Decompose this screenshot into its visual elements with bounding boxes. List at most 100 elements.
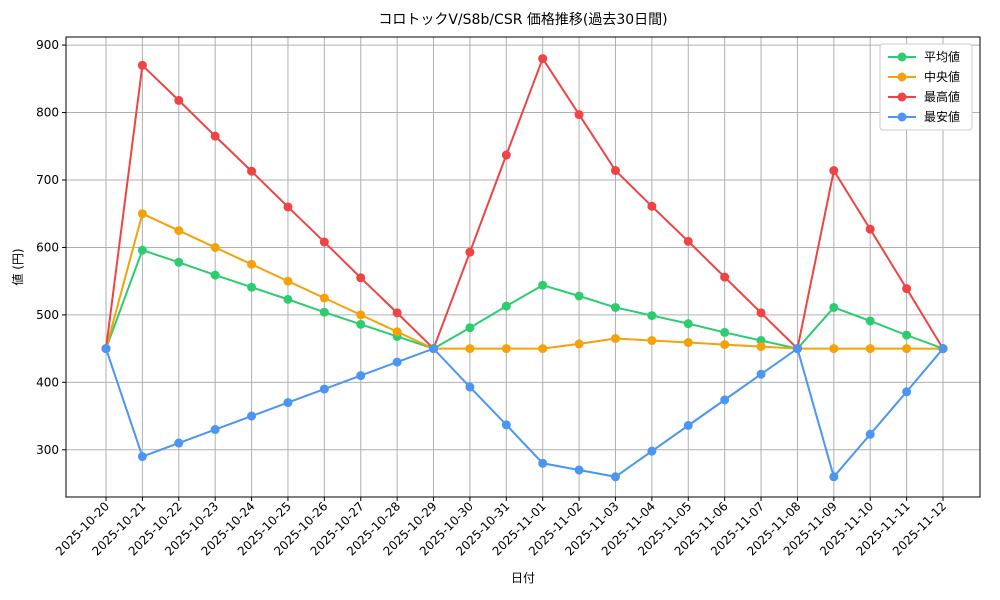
point	[137, 60, 147, 70]
point	[356, 273, 366, 283]
y-tick-label: 300	[36, 443, 59, 457]
point	[647, 201, 657, 211]
legend-label: 中央値	[924, 69, 960, 84]
point	[610, 472, 620, 482]
point	[319, 237, 329, 247]
point	[501, 420, 511, 430]
y-tick-label: 900	[36, 38, 59, 52]
point	[137, 245, 147, 255]
legend-label: 平均値	[924, 49, 960, 64]
point	[283, 398, 293, 408]
legend-label: 最高値	[924, 89, 960, 104]
point	[174, 226, 184, 236]
point	[683, 236, 693, 246]
legend-marker	[897, 92, 907, 102]
point	[501, 150, 511, 160]
point	[137, 209, 147, 219]
point	[756, 342, 766, 352]
point	[902, 330, 912, 340]
point	[210, 425, 220, 435]
point	[137, 452, 147, 462]
point	[574, 339, 584, 349]
point	[174, 95, 184, 105]
line	[105, 346, 944, 479]
point	[756, 308, 766, 318]
point	[319, 293, 329, 303]
y-tick-label: 700	[36, 173, 59, 187]
legend-box	[879, 43, 973, 131]
point	[720, 272, 730, 282]
point	[610, 333, 620, 343]
point	[247, 166, 257, 176]
point	[720, 340, 730, 350]
point	[792, 344, 802, 354]
point	[902, 284, 912, 294]
point	[902, 344, 912, 354]
point	[356, 319, 366, 329]
point	[865, 316, 875, 326]
point	[829, 344, 839, 354]
plot-frame	[65, 36, 981, 498]
point	[356, 310, 366, 320]
point	[720, 395, 730, 405]
x-axis-label: 日付	[511, 571, 535, 585]
y-tick-label: 600	[36, 240, 59, 254]
point	[647, 446, 657, 456]
point	[174, 257, 184, 267]
point	[683, 319, 693, 329]
point	[283, 294, 293, 304]
point	[356, 371, 366, 381]
point	[538, 458, 548, 468]
chart-title: コロトックV/S8b/CSR 価格推移(過去30日間)	[378, 12, 667, 28]
point	[319, 307, 329, 317]
point	[610, 166, 620, 176]
legend-marker	[897, 112, 907, 122]
point	[465, 344, 475, 354]
y-tick-label: 500	[36, 308, 59, 322]
point	[756, 369, 766, 379]
y-axis-label: 値 (円)	[10, 248, 25, 285]
point	[429, 344, 439, 354]
point	[829, 166, 839, 176]
point	[610, 302, 620, 312]
point	[938, 344, 948, 354]
point	[538, 280, 548, 290]
point	[247, 282, 257, 292]
point	[902, 387, 912, 397]
point	[647, 311, 657, 321]
point	[283, 276, 293, 286]
legend-label: 最安値	[924, 109, 960, 124]
point	[501, 301, 511, 311]
point	[465, 247, 475, 257]
point	[247, 411, 257, 421]
legend-marker	[897, 72, 907, 82]
point	[210, 242, 220, 252]
legend-marker	[897, 52, 907, 62]
point	[283, 202, 293, 212]
point	[392, 308, 402, 318]
point	[319, 384, 329, 394]
point	[465, 323, 475, 333]
point	[647, 336, 657, 346]
point	[683, 338, 693, 348]
point	[392, 327, 402, 337]
point	[574, 291, 584, 301]
point	[683, 421, 693, 431]
point	[538, 54, 548, 64]
point	[210, 131, 220, 141]
point	[174, 438, 184, 448]
y-tick-label: 400	[36, 375, 59, 389]
point	[392, 357, 402, 367]
point	[538, 344, 548, 354]
line	[105, 248, 944, 350]
point	[865, 344, 875, 354]
point	[247, 259, 257, 269]
point	[501, 344, 511, 354]
point	[865, 429, 875, 439]
point	[829, 302, 839, 312]
point	[574, 465, 584, 475]
point	[574, 110, 584, 120]
point	[865, 224, 875, 234]
point	[465, 382, 475, 392]
